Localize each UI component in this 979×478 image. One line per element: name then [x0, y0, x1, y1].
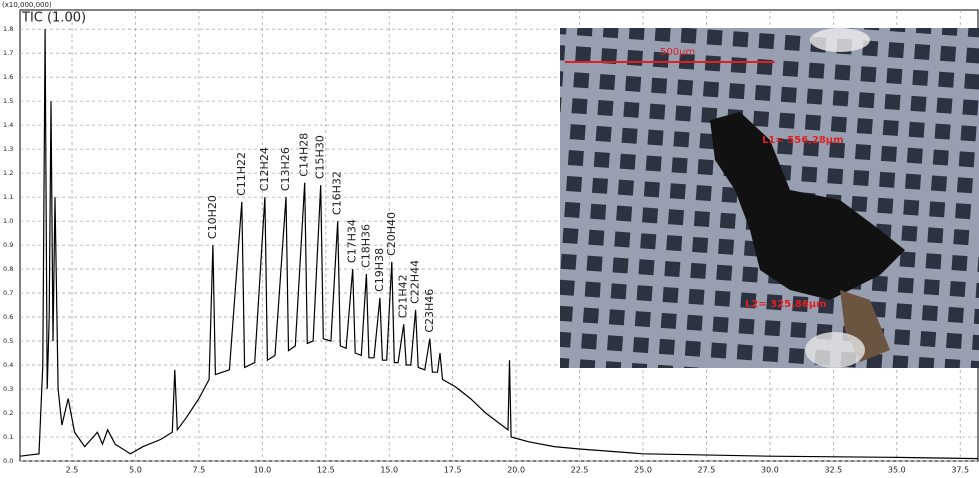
- y-tick-label: 1.0: [3, 217, 13, 225]
- x-tick-label: 17.5: [444, 466, 462, 475]
- peak-label: C17H34: [346, 219, 359, 263]
- y-tick-label: 0.0: [3, 457, 13, 465]
- scale-label: 500µm: [660, 47, 695, 58]
- crystal: [810, 28, 870, 52]
- peak-label: C19H38: [373, 248, 386, 292]
- x-tick-label: 20.0: [507, 466, 525, 475]
- peak-label: C12H24: [258, 147, 271, 191]
- crystal: [805, 332, 865, 368]
- y-tick-label: 0.8: [3, 265, 13, 273]
- peak-label: C10H20: [206, 195, 219, 239]
- x-tick-label: 27.5: [698, 466, 716, 475]
- peak-label: C22H44: [409, 260, 422, 304]
- chromatogram-line: [19, 29, 979, 460]
- peak-label: C13H26: [279, 147, 292, 191]
- x-tick-label: 32.5: [824, 466, 842, 475]
- peak-label: C15H30: [314, 135, 327, 179]
- y-tick-label: 1.1: [3, 193, 13, 201]
- y-tick-label: 1.2: [3, 169, 13, 177]
- y-tick-label: 1.8: [3, 25, 13, 33]
- y-tick-label: 1.3: [3, 145, 13, 153]
- x-tick-label: 25.0: [634, 466, 652, 475]
- y-tick-label: 0.6: [3, 313, 13, 321]
- x-tick-label: 12.5: [317, 466, 335, 475]
- y-tick-label: 0.7: [3, 289, 13, 297]
- y-tick-label: 0.4: [3, 361, 13, 369]
- peak-label: C21H42: [397, 274, 410, 318]
- x-tick-label: 5.0: [129, 466, 142, 475]
- peak-label: C18H36: [359, 224, 372, 268]
- measurement: L2= 325,86µm: [745, 299, 827, 310]
- particle: [710, 112, 905, 300]
- y-tick-label: 0.5: [3, 337, 13, 345]
- measurement: L1= 556,28µm: [762, 135, 844, 146]
- x-tick-label: 10.0: [253, 466, 271, 475]
- x-tick-label: 22.5: [571, 466, 589, 475]
- y-tick-label: 0.9: [3, 241, 13, 249]
- y-tick-label: 0.1: [3, 433, 13, 441]
- y-tick-label: 1.7: [3, 49, 13, 57]
- peak-label: C23H46: [423, 289, 436, 333]
- peak-label: C20H40: [385, 212, 398, 256]
- x-tick-label: 7.5: [193, 466, 206, 475]
- x-tick-label: 35.0: [888, 466, 906, 475]
- photo-inset: 500µm L1= 556,28µm L2= 325,86µm: [560, 28, 979, 368]
- x-tick-label: 30.0: [761, 466, 779, 475]
- y-tick-label: 1.5: [3, 97, 13, 105]
- y-tick-label: 0.2: [3, 409, 13, 417]
- y-tick-label: 1.4: [3, 121, 13, 129]
- peak-label: C14H28: [298, 133, 311, 177]
- x-tick-label: 37.5: [951, 466, 969, 475]
- chart-title: TIC (1.00): [21, 11, 86, 26]
- peak-label: C11H22: [235, 152, 248, 196]
- y-unit: (x10,000,000): [2, 1, 52, 9]
- x-tick-label: 2.5: [66, 466, 79, 475]
- y-tick-label: 1.6: [3, 73, 13, 81]
- x-tick-label: 15.0: [380, 466, 398, 475]
- y-tick-label: 0.3: [3, 385, 13, 393]
- peak-label: C16H32: [331, 171, 344, 215]
